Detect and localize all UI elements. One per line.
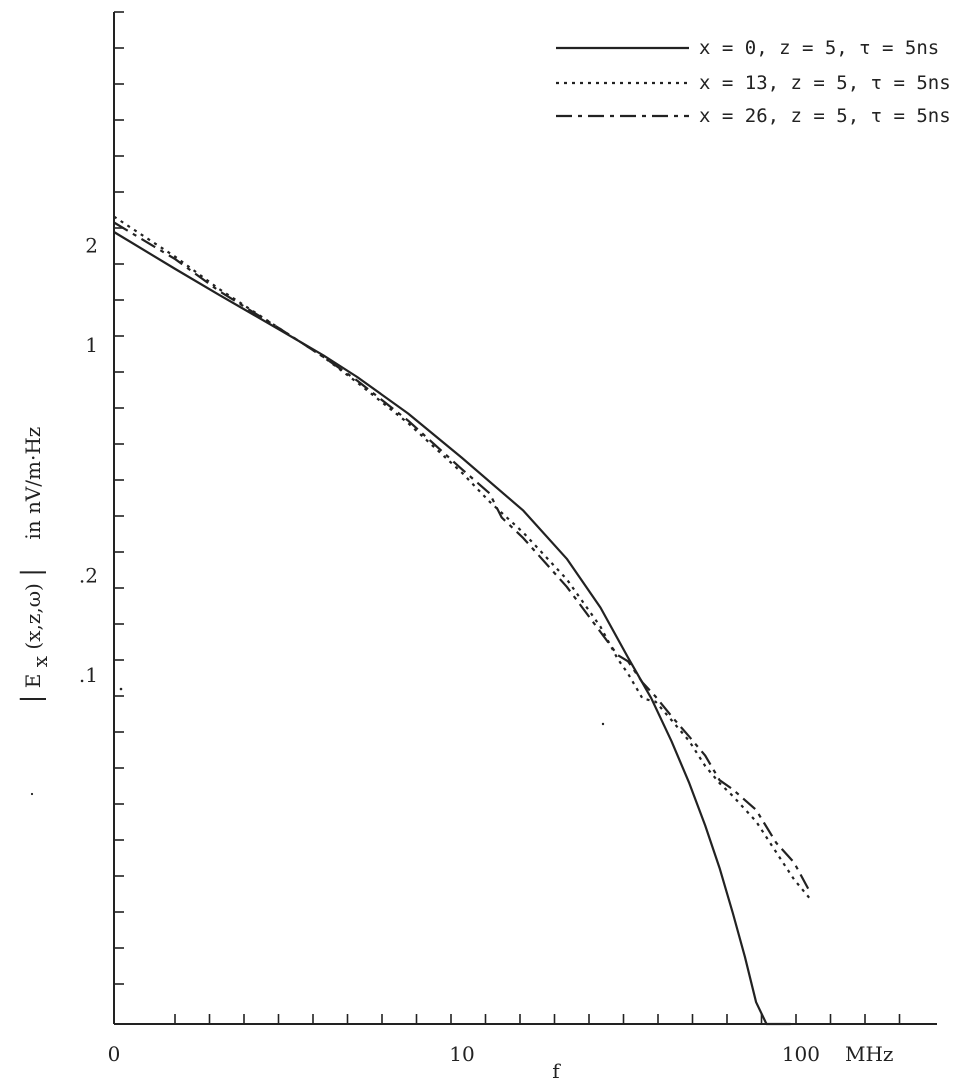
x-tick-label: 0 — [108, 1042, 121, 1066]
y-tick-label: 2 — [85, 234, 98, 258]
minor-ticks — [114, 11, 901, 1024]
y-label-unit: in nV/m·Hz — [21, 427, 45, 540]
x-axis-label: f — [552, 1059, 561, 1083]
legend-label-1: x = 0, z = 5, τ = 5ns — [699, 37, 939, 59]
tick-labels: 2 1 .2 .1 0 10 100 — [79, 234, 820, 1066]
svg-text:| E x (x,z,ω: | E x (x,z,ω) | in nV/m·Hz — [17, 427, 52, 704]
speck-dot — [601, 722, 605, 726]
y-label-bar-right: | — [17, 568, 47, 577]
y-label-e: E — [21, 674, 45, 689]
legend: x = 0, z = 5, τ = 5ns x = 13, z = 5, τ = … — [556, 37, 951, 127]
y-axis-label: | E x (x,z,ω) | in nV/m·Hz — [17, 427, 52, 704]
legend-label-3: x = 26, z = 5, τ = 5ns — [699, 105, 951, 127]
y-tick-label: 1 — [85, 333, 98, 357]
y-label-bar-left: | — [17, 695, 47, 704]
y-label-sub: x — [28, 655, 52, 667]
axes — [113, 12, 937, 1025]
y-label-args: (x,z,ω) — [21, 583, 45, 649]
x-tick-label: 10 — [449, 1042, 474, 1066]
x-axis-unit: MHz — [845, 1042, 893, 1066]
series-line-1 — [113, 231, 791, 1026]
x-tick-label: 100 — [782, 1042, 820, 1066]
speck-dot — [30, 792, 34, 796]
y-tick-label: .1 — [79, 663, 98, 687]
y-tick-label: .2 — [79, 564, 98, 588]
series-layer — [113, 215, 811, 1026]
series-line-2 — [113, 215, 811, 900]
speck-dot — [119, 687, 123, 691]
legend-label-2: x = 13, z = 5, τ = 5ns — [699, 72, 951, 94]
series-line-3 — [113, 221, 811, 893]
